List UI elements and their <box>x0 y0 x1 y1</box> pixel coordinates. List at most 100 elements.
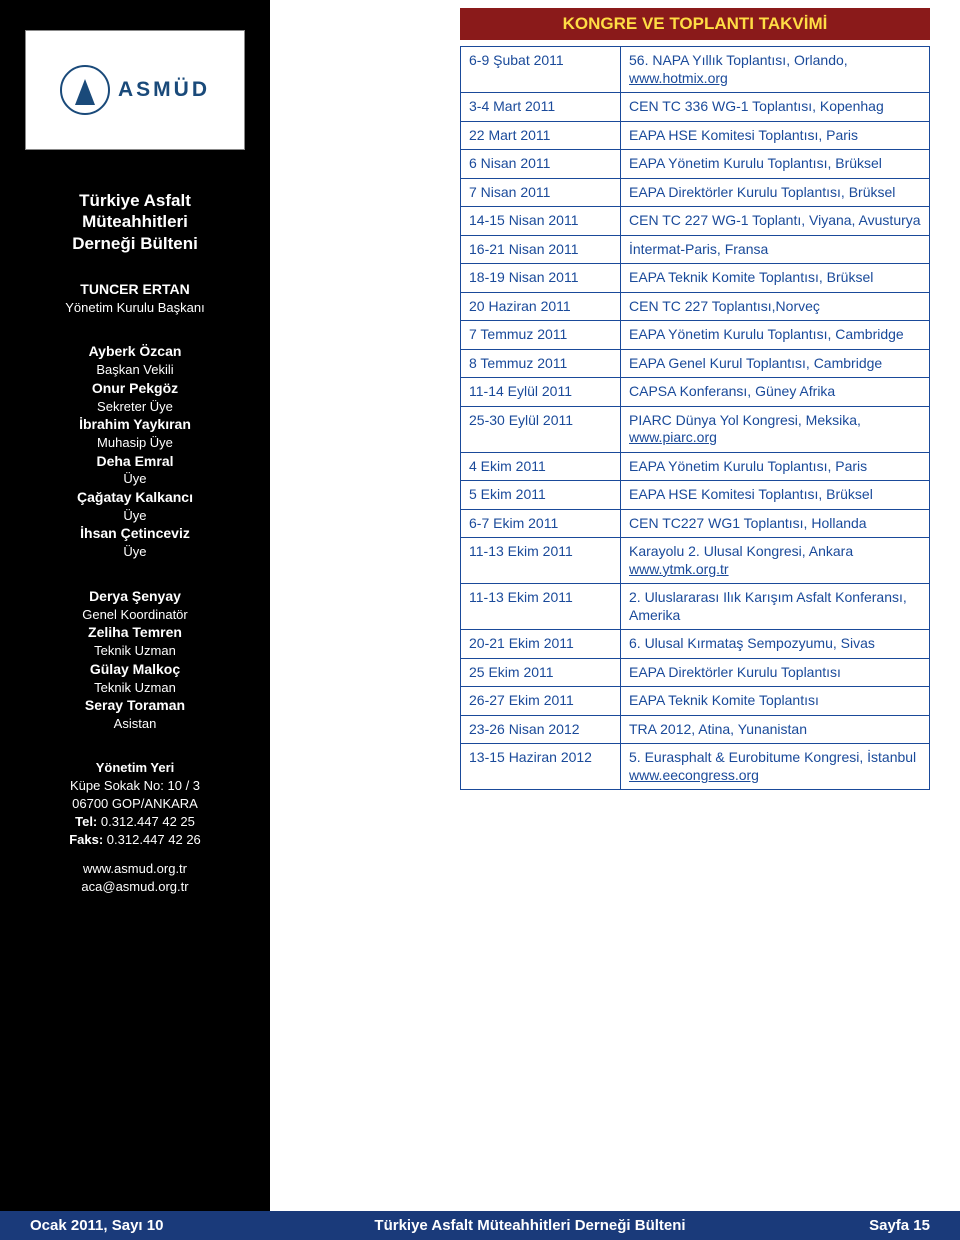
calendar-date: 22 Mart 2011 <box>461 121 621 150</box>
calendar-desc: PIARC Dünya Yol Kongresi, Meksika, www.p… <box>621 406 930 452</box>
calendar-banner: KONGRE VE TOPLANTI TAKVİMİ <box>460 8 930 40</box>
staff-name: Seray Toraman <box>82 696 188 715</box>
calendar-date: 23-26 Nisan 2012 <box>461 715 621 744</box>
table-row: 6-9 Şubat 201156. NAPA Yıllık Toplantısı… <box>461 47 930 93</box>
table-row: 11-13 Ekim 2011Karayolu 2. Ulusal Kongre… <box>461 538 930 584</box>
calendar-desc: EAPA Genel Kurul Toplantısı, Cambridge <box>621 349 930 378</box>
table-row: 4 Ekim 2011EAPA Yönetim Kurulu Toplantıs… <box>461 452 930 481</box>
calendar-date: 16-21 Nisan 2011 <box>461 235 621 264</box>
calendar-desc: 5. Eurasphalt & Eurobitume Kongresi, İst… <box>621 744 930 790</box>
calendar-date: 14-15 Nisan 2011 <box>461 207 621 236</box>
table-row: 11-14 Eylül 2011CAPSA Konferansı, Güney … <box>461 378 930 407</box>
members-block: Ayberk Özcan Başkan Vekili Onur Pekgöz S… <box>77 342 193 561</box>
calendar-date: 11-13 Ekim 2011 <box>461 584 621 630</box>
calendar-date: 6 Nisan 2011 <box>461 150 621 179</box>
calendar-date: 7 Nisan 2011 <box>461 178 621 207</box>
staff-role: Teknik Uzman <box>82 642 188 660</box>
address-line2: 06700 GOP/ANKARA <box>69 795 201 813</box>
board-role: Yönetim Kurulu Başkanı <box>65 299 204 317</box>
logo: ASMÜD <box>60 65 210 115</box>
table-row: 16-21 Nisan 2011İntermat-Paris, Fransa <box>461 235 930 264</box>
table-row: 25 Ekim 2011EAPA Direktörler Kurulu Topl… <box>461 658 930 687</box>
calendar-desc: EAPA Teknik Komite Toplantısı <box>621 687 930 716</box>
table-row: 6-7 Ekim 2011CEN TC227 WG1 Toplantısı, H… <box>461 509 930 538</box>
table-row: 18-19 Nisan 2011EAPA Teknik Komite Topla… <box>461 264 930 293</box>
address-block: Yönetim Yeri Küpe Sokak No: 10 / 3 06700… <box>69 759 201 896</box>
logo-text: ASMÜD <box>118 78 210 102</box>
address-fax: Faks: 0.312.447 42 26 <box>69 831 201 849</box>
calendar-desc: İntermat-Paris, Fransa <box>621 235 930 264</box>
member-name: Deha Emral <box>77 452 193 471</box>
footer-right: Sayfa 15 <box>810 1217 930 1234</box>
calendar-date: 11-14 Eylül 2011 <box>461 378 621 407</box>
staff-role: Genel Koordinatör <box>82 606 188 624</box>
table-row: 23-26 Nisan 2012TRA 2012, Atina, Yunanis… <box>461 715 930 744</box>
calendar-desc: CEN TC227 WG1 Toplantısı, Hollanda <box>621 509 930 538</box>
table-row: 11-13 Ekim 20112. Uluslararası Ilık Karı… <box>461 584 930 630</box>
calendar-link[interactable]: www.ytmk.org.tr <box>629 561 729 577</box>
table-row: 8 Temmuz 2011EAPA Genel Kurul Toplantısı… <box>461 349 930 378</box>
calendar-desc: EAPA Yönetim Kurulu Toplantısı, Paris <box>621 452 930 481</box>
member-role: Sekreter Üye <box>77 398 193 416</box>
calendar-date: 8 Temmuz 2011 <box>461 349 621 378</box>
calendar-date: 26-27 Ekim 2011 <box>461 687 621 716</box>
calendar-desc: CEN TC 227 Toplantısı,Norveç <box>621 292 930 321</box>
member-role: Muhasip Üye <box>77 434 193 452</box>
table-row: 25-30 Eylül 2011PIARC Dünya Yol Kongresi… <box>461 406 930 452</box>
table-row: 3-4 Mart 2011CEN TC 336 WG-1 Toplantısı,… <box>461 93 930 122</box>
calendar-desc: EAPA Yönetim Kurulu Toplantısı, Cambridg… <box>621 321 930 350</box>
calendar-date: 6-7 Ekim 2011 <box>461 509 621 538</box>
main-content: KONGRE VE TOPLANTI TAKVİMİ 6-9 Şubat 201… <box>270 0 960 1211</box>
calendar-desc: EAPA Yönetim Kurulu Toplantısı, Brüksel <box>621 150 930 179</box>
member-name: İbrahim Yaykıran <box>77 415 193 434</box>
calendar-date: 25-30 Eylül 2011 <box>461 406 621 452</box>
calendar-desc: EAPA Direktörler Kurulu Toplantısı, Brük… <box>621 178 930 207</box>
org-line3: Derneği Bülteni <box>72 233 198 254</box>
calendar-date: 25 Ekim 2011 <box>461 658 621 687</box>
calendar-desc: 56. NAPA Yıllık Toplantısı, Orlando, www… <box>621 47 930 93</box>
table-row: 22 Mart 2011EAPA HSE Komitesi Toplantısı… <box>461 121 930 150</box>
board-name: TUNCER ERTAN <box>65 280 204 299</box>
calendar-date: 3-4 Mart 2011 <box>461 93 621 122</box>
calendar-desc: CEN TC 227 WG-1 Toplantı, Viyana, Avustu… <box>621 207 930 236</box>
org-line2: Müteahhitleri <box>72 211 198 232</box>
table-row: 14-15 Nisan 2011CEN TC 227 WG-1 Toplantı… <box>461 207 930 236</box>
calendar-table: 6-9 Şubat 201156. NAPA Yıllık Toplantısı… <box>460 46 930 790</box>
member-name: Çağatay Kalkancı <box>77 488 193 507</box>
calendar-link[interactable]: www.piarc.org <box>629 429 717 445</box>
member-role: Üye <box>77 470 193 488</box>
calendar-desc: EAPA Direktörler Kurulu Toplantısı <box>621 658 930 687</box>
calendar-date: 11-13 Ekim 2011 <box>461 538 621 584</box>
address-web: www.asmud.org.tr <box>69 860 201 878</box>
calendar-link[interactable]: www.eecongress.org <box>629 767 759 783</box>
footer-left: Ocak 2011, Sayı 10 <box>30 1217 250 1234</box>
address-email: aca@asmud.org.tr <box>69 878 201 896</box>
table-row: 7 Temmuz 2011EAPA Yönetim Kurulu Toplant… <box>461 321 930 350</box>
calendar-desc: EAPA HSE Komitesi Toplantısı, Paris <box>621 121 930 150</box>
logo-card: ASMÜD <box>25 30 245 150</box>
table-row: 6 Nisan 2011EAPA Yönetim Kurulu Toplantı… <box>461 150 930 179</box>
member-name: Ayberk Özcan <box>77 342 193 361</box>
calendar-desc: EAPA Teknik Komite Toplantısı, Brüksel <box>621 264 930 293</box>
table-row: 20-21 Ekim 20116. Ulusal Kırmataş Sempoz… <box>461 630 930 659</box>
calendar-link[interactable]: www.hotmix.org <box>629 70 728 86</box>
fax-label: Faks: <box>69 832 103 847</box>
calendar-desc: CAPSA Konferansı, Güney Afrika <box>621 378 930 407</box>
staff-name: Gülay Malkoç <box>82 660 188 679</box>
member-name: İhsan Çetinceviz <box>77 524 193 543</box>
calendar-date: 13-15 Haziran 2012 <box>461 744 621 790</box>
address-line1: Küpe Sokak No: 10 / 3 <box>69 777 201 795</box>
address-label: Yönetim Yeri <box>69 759 201 777</box>
logo-badge-icon <box>60 65 110 115</box>
calendar-date: 20 Haziran 2011 <box>461 292 621 321</box>
calendar-date: 6-9 Şubat 2011 <box>461 47 621 93</box>
calendar-desc: CEN TC 336 WG-1 Toplantısı, Kopenhag <box>621 93 930 122</box>
staff-role: Asistan <box>82 715 188 733</box>
road-icon <box>75 79 95 105</box>
address-tel: Tel: 0.312.447 42 25 <box>69 813 201 831</box>
staff-name: Derya Şenyay <box>82 587 188 606</box>
calendar-desc: EAPA HSE Komitesi Toplantısı, Brüksel <box>621 481 930 510</box>
tel-value: 0.312.447 42 25 <box>101 814 195 829</box>
table-row: 7 Nisan 2011EAPA Direktörler Kurulu Topl… <box>461 178 930 207</box>
calendar-desc: TRA 2012, Atina, Yunanistan <box>621 715 930 744</box>
